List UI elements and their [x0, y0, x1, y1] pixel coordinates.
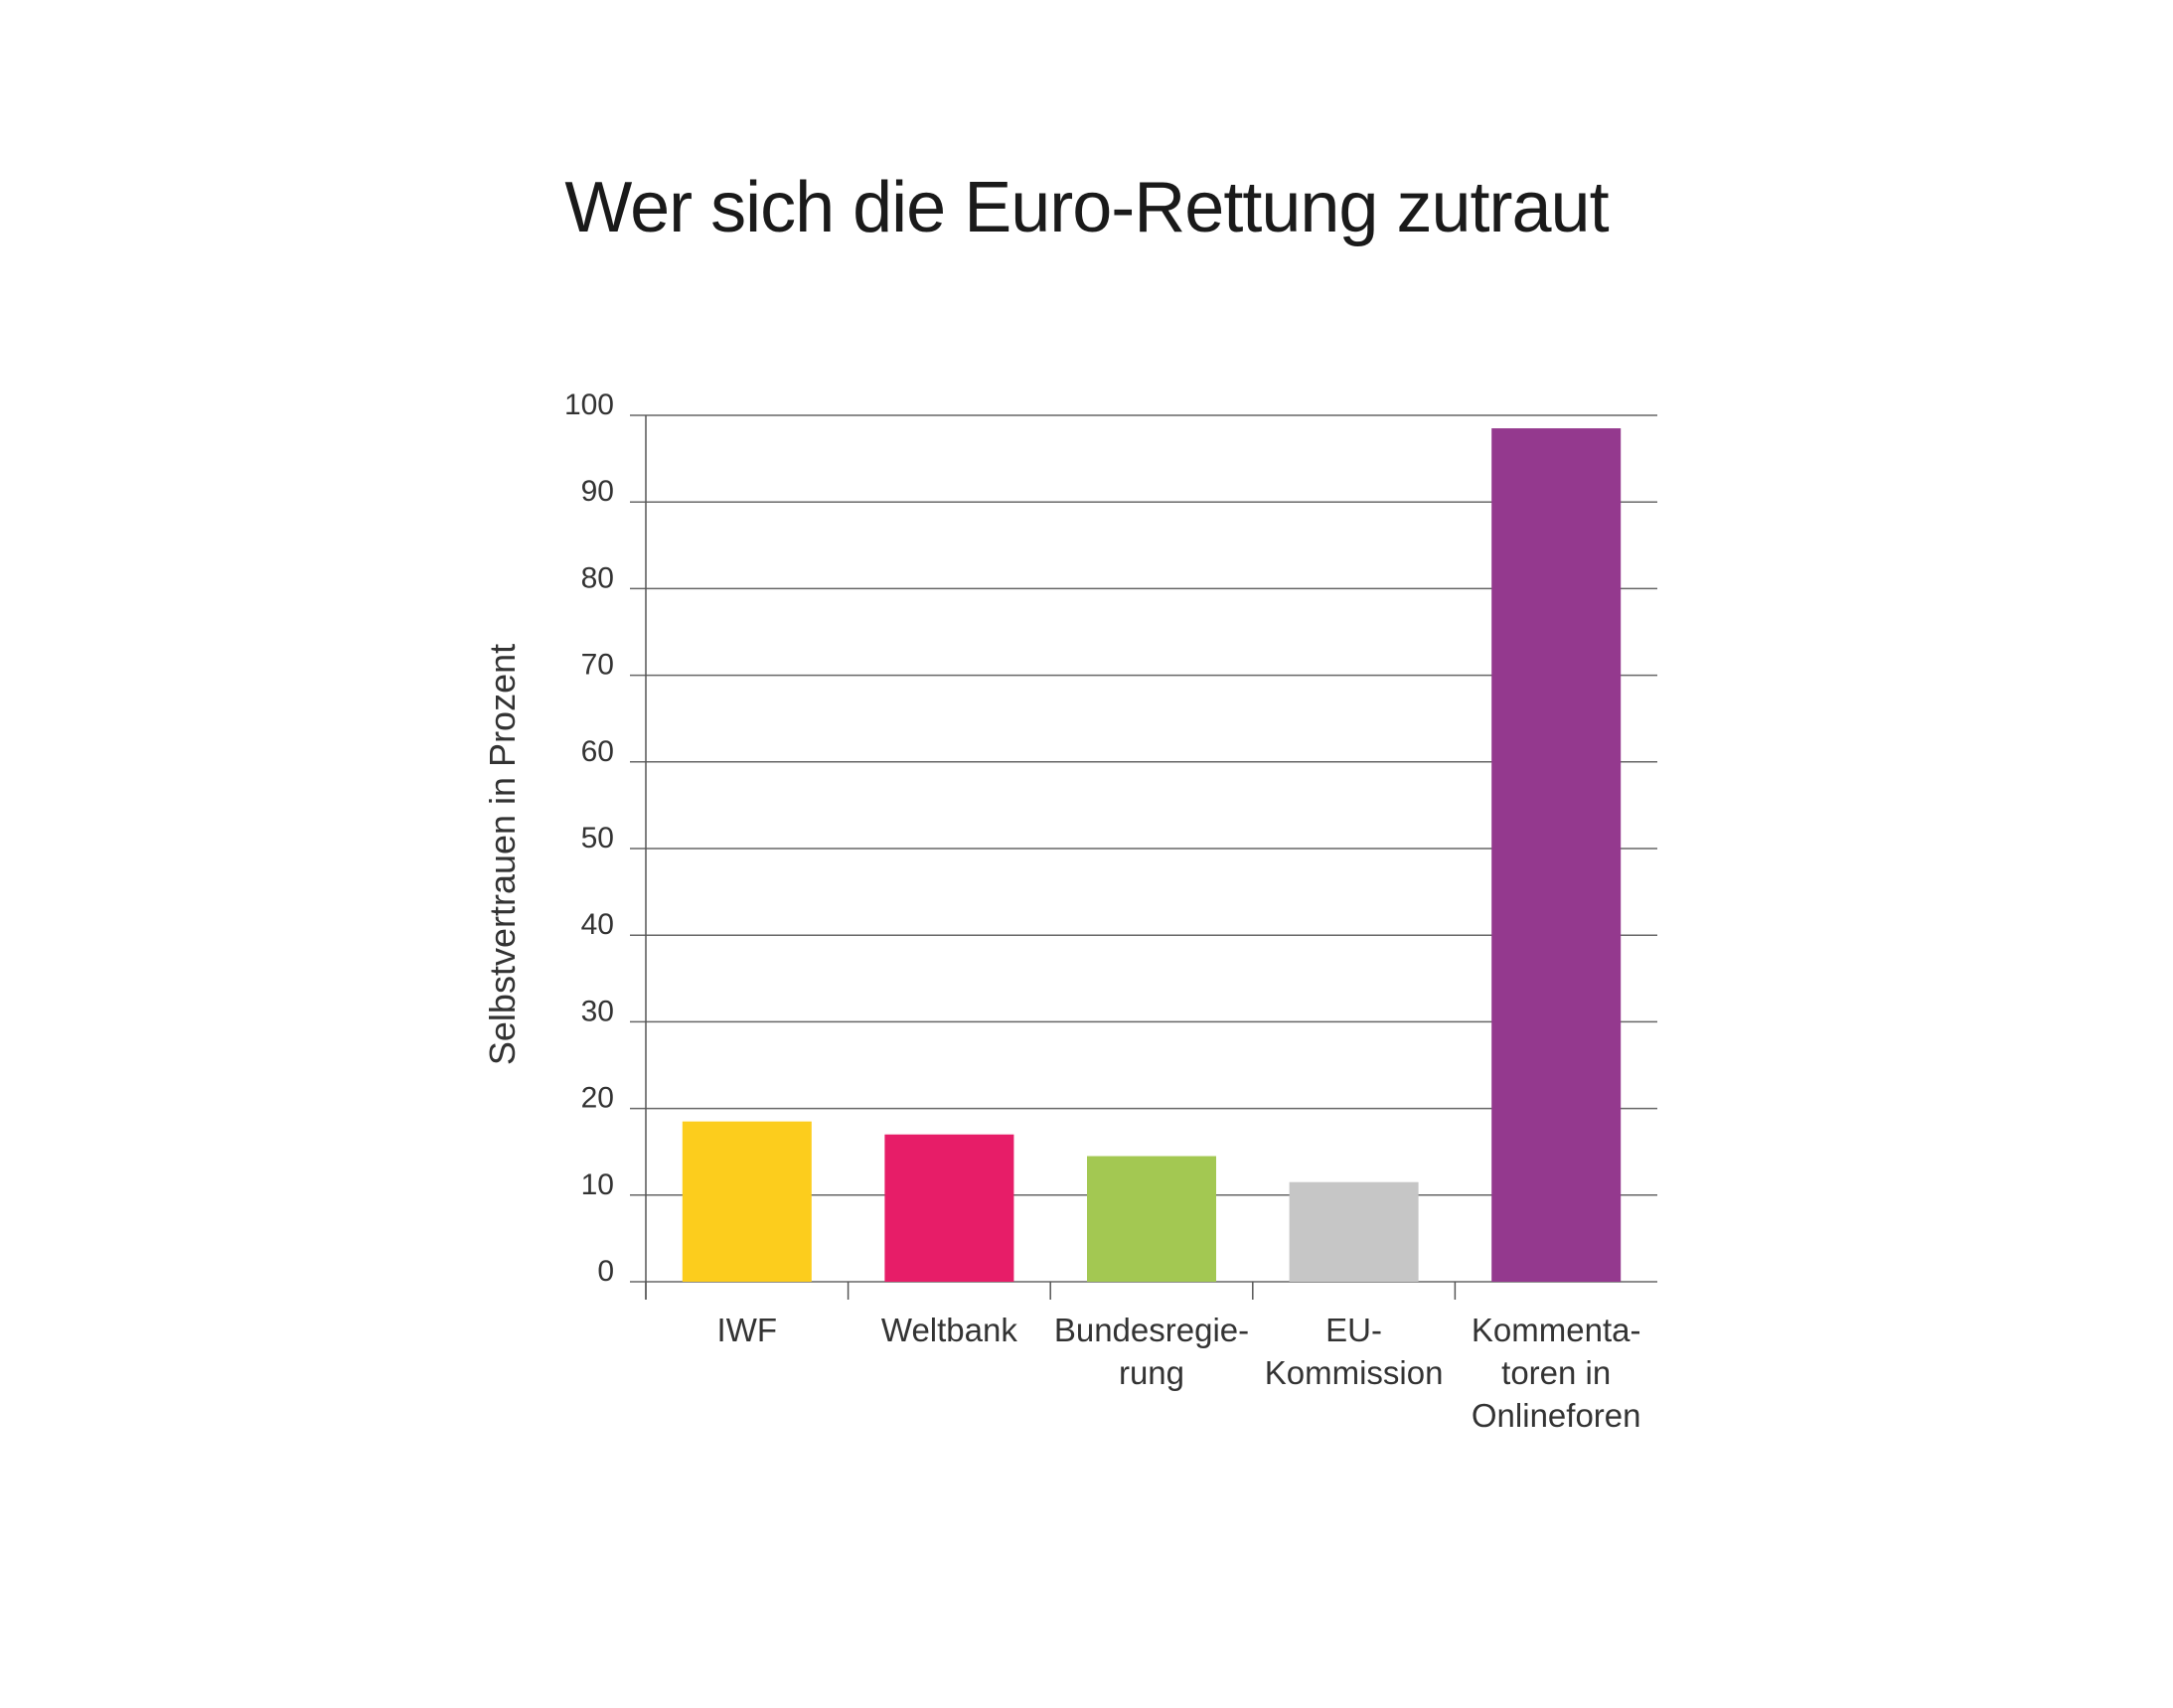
y-tick-label: 40 — [581, 908, 614, 941]
x-category-label-line: Kommission — [1265, 1354, 1444, 1391]
x-category-label-line: Onlineforen — [1472, 1397, 1641, 1434]
y-tick-label: 70 — [581, 649, 614, 682]
y-tick-label: 50 — [581, 822, 614, 854]
y-tick-label: 100 — [564, 388, 614, 421]
y-tick-label: 80 — [581, 561, 614, 594]
x-category-label: Kommenta-toren in Onlineforen — [1472, 1312, 1641, 1434]
x-category-label-line: IWF — [717, 1312, 777, 1348]
labels: 0 10 20 30 40 50 60 70 80 90 100 IWF Weltbank Bundesr… — [564, 388, 1641, 1434]
bar-1 — [884, 1134, 1014, 1282]
x-category-label: EU- Kommission — [1265, 1312, 1444, 1391]
bars — [682, 428, 1622, 1283]
bar-4 — [1491, 428, 1622, 1283]
y-tick-label: 20 — [581, 1082, 614, 1115]
x-category-label: Bundesregie-rung — [1054, 1312, 1249, 1391]
x-category-label-line: Weltbank — [881, 1312, 1017, 1348]
y-tick-label: 60 — [581, 735, 614, 768]
x-category-label-line: rung — [1119, 1354, 1184, 1391]
y-tick-label: 10 — [581, 1168, 614, 1201]
x-category-label-line: Kommenta- — [1472, 1312, 1641, 1348]
x-category-label-line: EU- — [1325, 1312, 1382, 1348]
bar-2 — [1087, 1156, 1216, 1282]
chart-title: Wer sich die Euro-Rettung zutraut — [564, 168, 1609, 247]
y-tick-label: 90 — [581, 475, 614, 508]
y-axis-title: Selbstvertrauen in Prozent — [482, 644, 523, 1065]
bar-3 — [1289, 1181, 1419, 1282]
axes — [645, 415, 1457, 1300]
y-tick-label: 0 — [597, 1255, 614, 1288]
x-category-label-line: toren in — [1501, 1354, 1611, 1391]
bar-0 — [682, 1121, 812, 1282]
x-category-label-line: Bundesregie- — [1054, 1312, 1249, 1348]
x-category-label: IWF — [717, 1312, 777, 1348]
x-category-label: Weltbank — [881, 1312, 1017, 1348]
y-tick-label: 30 — [581, 995, 614, 1027]
